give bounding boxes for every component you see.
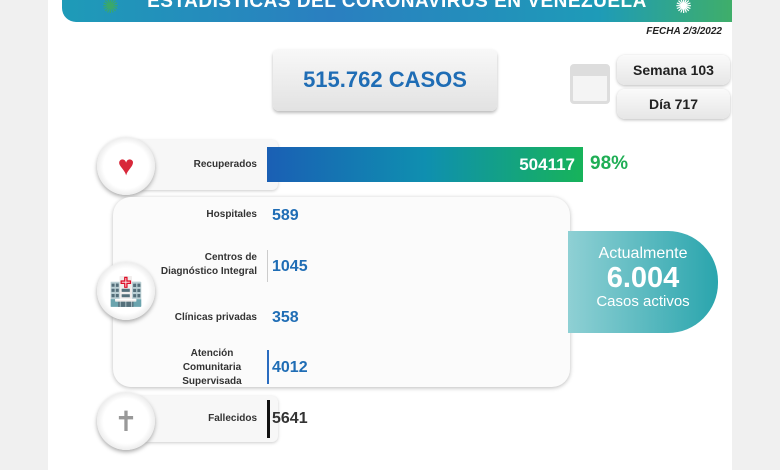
recovered-label: Recuperados bbox=[193, 159, 257, 170]
value-tick bbox=[267, 400, 270, 438]
week-badge: Semana 103 bbox=[617, 55, 730, 85]
care-locations-panel bbox=[113, 197, 570, 387]
location-value: 4012 bbox=[272, 359, 308, 376]
date: FECHA 2/3/2022 bbox=[646, 26, 722, 37]
virus-icon: ✺ bbox=[102, 0, 119, 18]
location-value: 589 bbox=[272, 207, 299, 224]
recovered-percent: 98% bbox=[590, 153, 629, 174]
active-value: 6.004 bbox=[606, 262, 680, 294]
location-label: Hospitales bbox=[206, 209, 257, 220]
location-label: Atención Comunitaria Supervisada bbox=[182, 348, 242, 387]
deaths-value: 5641 bbox=[272, 410, 308, 427]
title: ESTADÍSTICAS DEL CORONAVIRUS EN VENEZUEL… bbox=[147, 0, 647, 12]
location-label: Clínicas privadas bbox=[174, 312, 257, 323]
location-value: 1045 bbox=[272, 258, 308, 275]
title-banner: ESTADÍSTICAS DEL CORONAVIRUS EN VENEZUEL… bbox=[62, 0, 732, 22]
location-label: Centros de Diagnóstico Integral bbox=[160, 252, 257, 277]
active-line1: Actualmente bbox=[598, 245, 688, 262]
deaths-label: Fallecidos bbox=[208, 413, 257, 424]
recovered-bar: 504117 bbox=[267, 147, 583, 182]
tombstone-icon: ✝ bbox=[97, 392, 155, 450]
total-cases: 515.762 CASOS bbox=[273, 49, 497, 111]
location-value: 358 bbox=[272, 309, 299, 326]
value-tick bbox=[267, 350, 269, 384]
calendar-icon bbox=[570, 64, 610, 104]
active-line2: Casos activos bbox=[596, 293, 690, 310]
hospital-icon: 🏥 bbox=[97, 262, 155, 320]
active-cases-badge: Actualmente 6.004 Casos activos bbox=[568, 231, 718, 333]
heart-icon: ♥ bbox=[97, 137, 155, 195]
recovered-value: 504117 bbox=[519, 154, 575, 174]
virus-icon: ✺ bbox=[675, 0, 692, 18]
value-tick bbox=[267, 250, 268, 282]
day-badge: Día 717 bbox=[617, 89, 730, 119]
